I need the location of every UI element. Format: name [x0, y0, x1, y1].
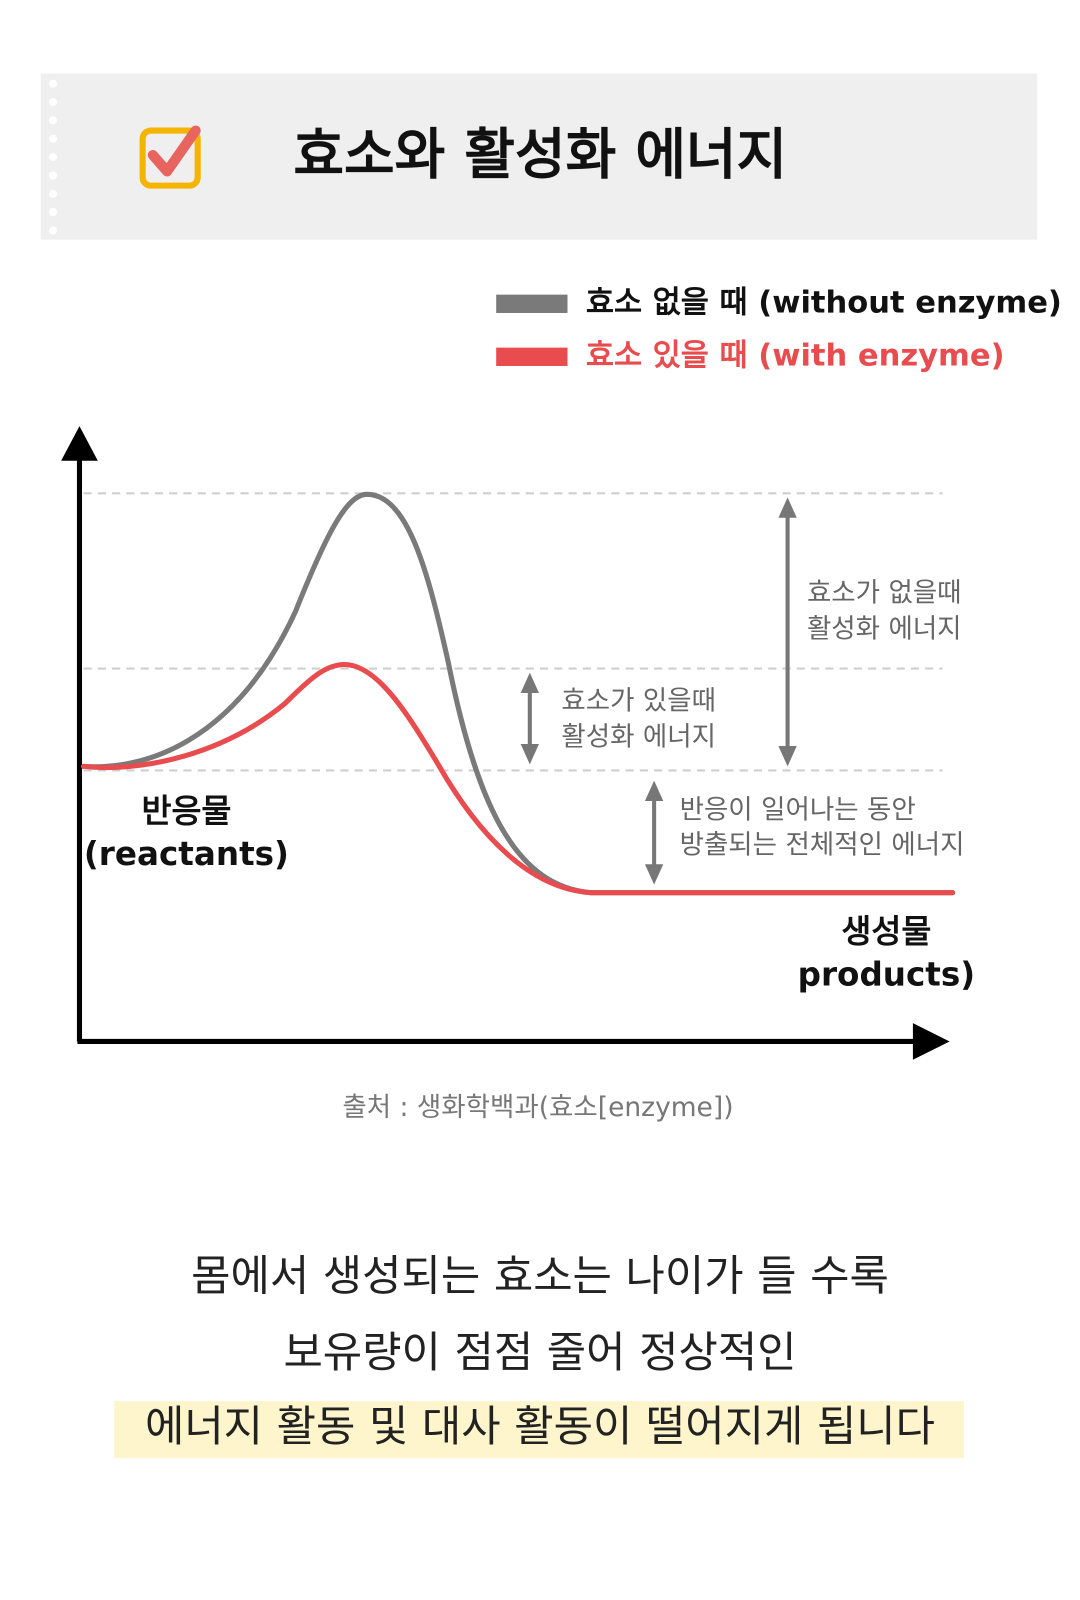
highlight — [114, 1401, 964, 1459]
check-mark — [147, 125, 201, 177]
arrows — [520, 497, 797, 885]
body-line: 몸에서 생성되는 효소는 나이가 들 수록 — [191, 1251, 889, 1301]
source: 출처 : 생화학백과(효소[enzyme]) — [342, 1092, 733, 1123]
header-box — [40, 73, 1038, 240]
annotation: 효소가 없을때 — [807, 578, 962, 609]
annotation: 활성화 에너지 — [561, 721, 716, 752]
annotation: 활성화 에너지 — [807, 613, 962, 644]
axes — [61, 426, 950, 1060]
legend-swatch — [496, 347, 568, 366]
legend-label: 효소 있을 때 (with enzyme) — [586, 338, 1005, 373]
energy-curve — [81, 661, 956, 896]
annotation: 방출되는 전체적인 에너지 — [680, 829, 965, 860]
body-line: 에너지 활동 및 대사 활동이 떨어지게 됩니다 — [145, 1402, 935, 1452]
energy-curve — [81, 491, 956, 896]
legend-swatch — [496, 294, 568, 313]
title: 효소와 활성화 에너지 — [293, 122, 787, 186]
products-label: 생성물 — [841, 912, 931, 950]
body-line: 보유량이 점점 줄어 정상적인 — [283, 1328, 796, 1378]
reactants-label: 반응물 — [141, 792, 231, 830]
checkbox-icon — [139, 127, 201, 189]
legend-label: 효소 없을 때 (without enzyme) — [586, 285, 1062, 320]
notebook-holes — [48, 79, 58, 235]
annotation: 효소가 있을때 — [561, 686, 716, 717]
guide-lines — [83, 492, 943, 772]
reactants-label: (reactants) — [84, 835, 289, 873]
annotation: 반응이 일어나는 동안 — [680, 795, 916, 826]
products-label: products) — [798, 955, 976, 993]
dynamic-layer: 효소 없을 때 (without enzyme) 효소 있을 때 (with en… — [81, 285, 1062, 896]
